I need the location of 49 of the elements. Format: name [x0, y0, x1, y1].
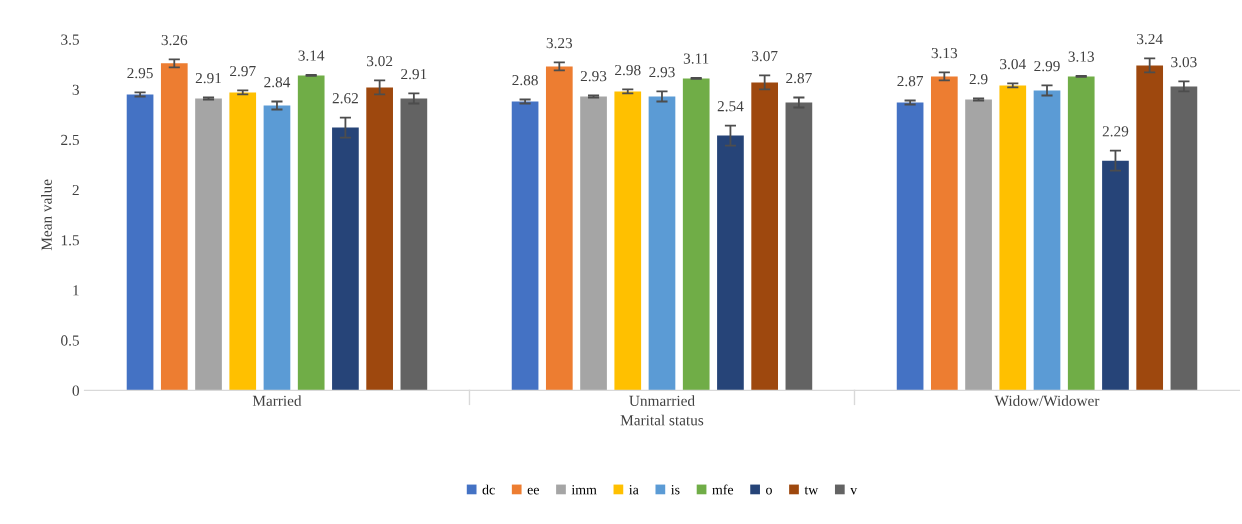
legend-label: is	[671, 485, 680, 495]
data-label: 3.26	[161, 34, 188, 46]
data-label: 2.97	[230, 65, 256, 77]
data-label: 2.29	[1102, 126, 1129, 137]
data-label: 2.87	[786, 72, 812, 84]
y-tick-label: 2.5	[61, 134, 79, 146]
data-label: 2.99	[1034, 60, 1060, 72]
data-label: 3.11	[683, 53, 709, 64]
data-label: 2.98	[615, 64, 641, 76]
data-label: 3.07	[752, 50, 778, 62]
y-tick-label: 1.5	[61, 235, 79, 246]
y-tick-label: 0	[72, 385, 80, 396]
legend-label: imm	[571, 485, 597, 495]
legend-label: o	[766, 487, 772, 495]
legend-label: dc	[482, 484, 495, 495]
legend-label: tw	[804, 486, 819, 495]
data-label: 3.14	[298, 50, 325, 61]
x-tick-label: Unmarried	[629, 395, 695, 406]
data-label: 3.03	[1171, 56, 1197, 68]
legend-label: mfe	[712, 484, 734, 495]
data-label: 2.95	[127, 67, 153, 79]
data-label: 2.88	[512, 74, 538, 86]
y-tick-label: 2	[72, 184, 79, 196]
data-label: 2.9	[969, 74, 988, 85]
x-axis-title: Marital status	[620, 414, 704, 426]
y-tick-label: 0.5	[61, 335, 79, 346]
x-tick-label: Widow/Widower	[994, 395, 1100, 407]
y-tick-label: 1	[73, 285, 79, 296]
data-label: 2.87	[897, 75, 924, 87]
data-label: 3.13	[931, 47, 958, 59]
data-label: 3.24	[1137, 33, 1163, 45]
y-axis-title: Mean value	[41, 179, 52, 251]
data-label: 2.93	[580, 70, 607, 82]
data-label: 2.91	[195, 73, 221, 84]
data-label: 2.54	[717, 101, 744, 112]
data-label: 2.93	[649, 66, 675, 78]
x-tick-label: Married	[252, 395, 302, 406]
data-label: 3.13	[1068, 51, 1094, 62]
data-label: 3.02	[367, 55, 393, 67]
data-label: 3.23	[546, 37, 573, 49]
y-tick-label: 3	[72, 84, 79, 95]
data-label: 2.84	[264, 76, 291, 88]
data-label: 3.04	[1000, 58, 1026, 70]
legend-label: ia	[629, 485, 639, 495]
data-label: 2.91	[401, 68, 427, 80]
y-tick-label: 3.5	[61, 34, 79, 45]
legend-label: ee	[527, 487, 539, 495]
data-label: 2.62	[332, 93, 358, 104]
legend-label: v	[850, 487, 858, 495]
